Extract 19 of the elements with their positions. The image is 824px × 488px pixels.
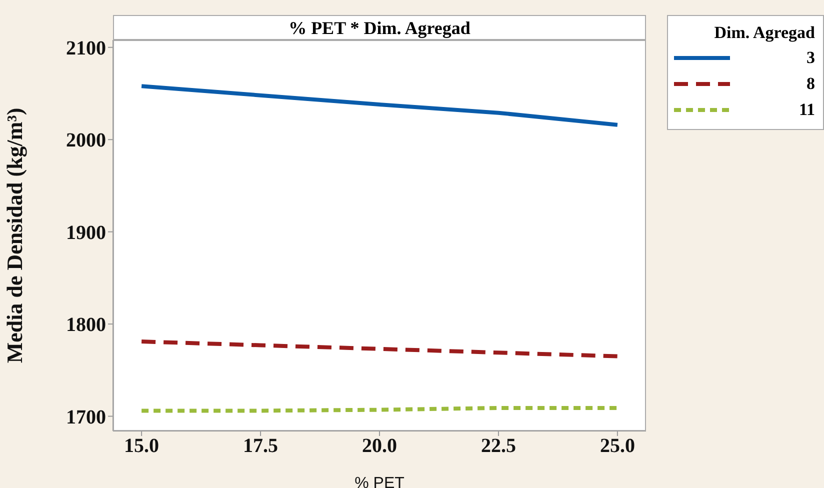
y-tick-label: 2100 xyxy=(66,37,106,60)
y-tick-label: 1700 xyxy=(66,406,106,428)
line-series xyxy=(140,84,620,127)
y-axis-title: Media de Densidad (kg/m³) xyxy=(2,108,27,364)
x-tick-label: 20.0 xyxy=(362,435,397,458)
y-tick-label: 2000 xyxy=(66,130,106,152)
legend-title: Dim. Agregad xyxy=(713,22,815,44)
chart-title: % PET * Dim. Agregad xyxy=(113,15,646,40)
text: 3 xyxy=(806,48,815,68)
text: 11 xyxy=(798,100,815,120)
x-tick-label: 15.0 xyxy=(124,435,160,458)
x-axis-title: % PET xyxy=(354,475,405,488)
x-tick-label: 22.5 xyxy=(480,435,516,458)
y-tick-label: 1900 xyxy=(66,222,106,244)
line-series xyxy=(140,340,620,358)
x-tick-label: 25.0 xyxy=(600,435,635,458)
x-tick-label: 17.5 xyxy=(243,435,278,458)
y-tick-label: 1800 xyxy=(66,314,106,336)
text: 8 xyxy=(806,74,815,94)
